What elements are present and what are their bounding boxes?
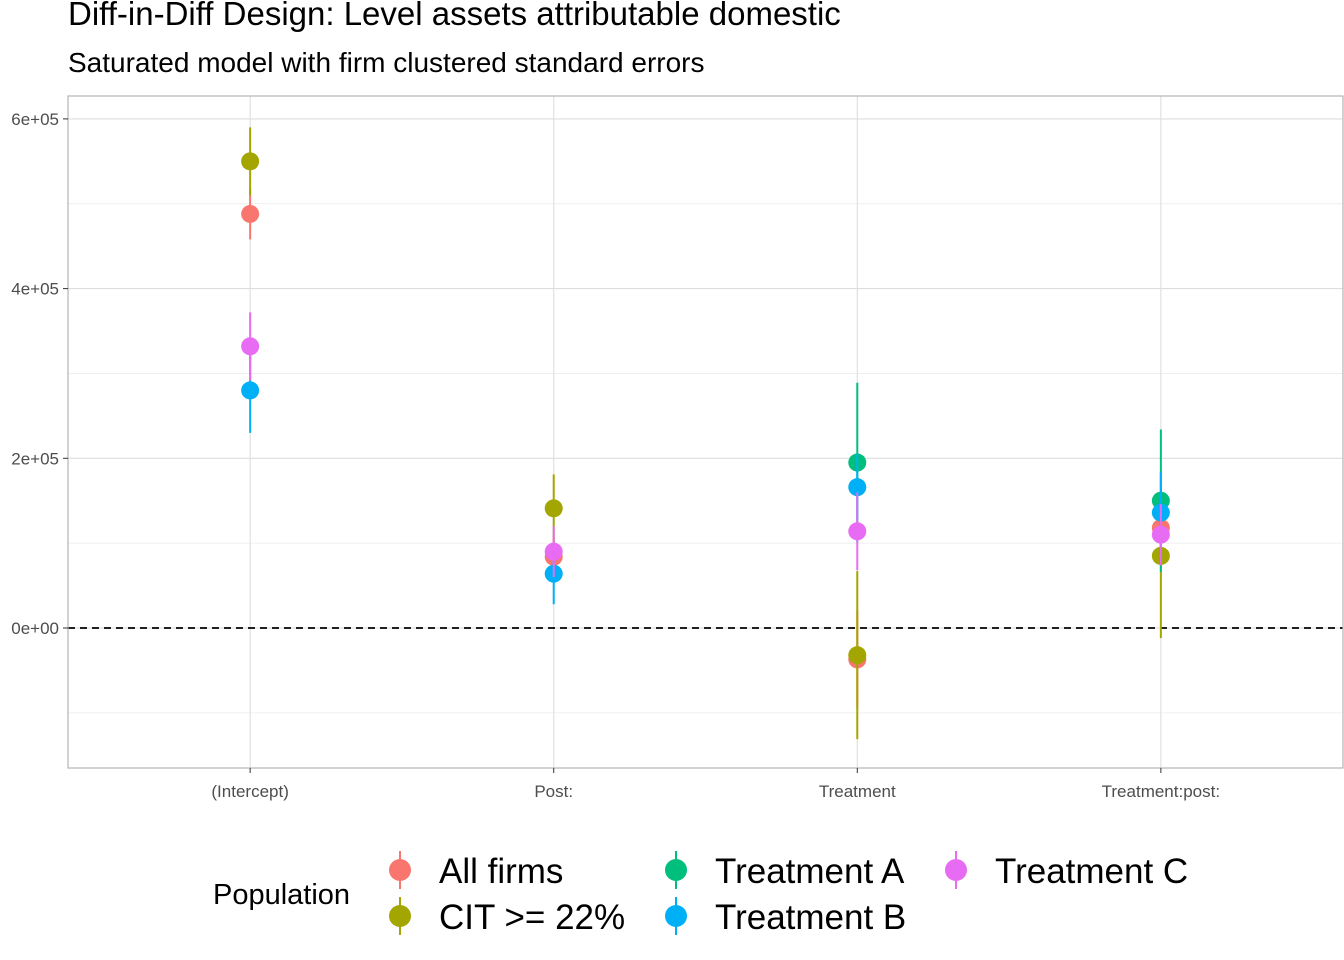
series-all-firms (241, 188, 1170, 709)
data-point (241, 337, 260, 356)
data-point (544, 542, 563, 561)
legend-key-point (665, 905, 687, 927)
data-layer (241, 127, 1170, 740)
series-treatment-b (241, 348, 1170, 605)
series-cit-22- (241, 127, 1170, 740)
series-treatment-a (848, 382, 1170, 572)
legend-item: Treatment B (665, 897, 906, 937)
grid-lines (68, 96, 1343, 768)
legend-label: Treatment C (995, 852, 1188, 891)
y-tick-label: 0e+00 (11, 619, 59, 638)
data-point (544, 499, 563, 518)
data-point (1151, 525, 1170, 544)
legend-key-point (665, 859, 687, 881)
chart-subtitle: Saturated model with firm clustered stan… (68, 47, 705, 78)
series-treatment-c (241, 312, 1170, 578)
y-tick-label: 4e+05 (11, 280, 59, 299)
y-tick-label: 6e+05 (11, 110, 59, 129)
legend-key-point (389, 905, 411, 927)
data-point (241, 381, 260, 400)
x-tick-label: Post: (534, 782, 573, 801)
y-tick-label: 2e+05 (11, 449, 59, 468)
panel-border (67, 95, 1344, 769)
legend-title: Population (213, 879, 350, 911)
chart-title: Diff-in-Diff Design: Level assets attrib… (68, 0, 841, 32)
x-tick-label: Treatment (819, 782, 896, 801)
x-tick-label: Treatment:post: (1102, 782, 1220, 801)
legend-label: Treatment B (715, 898, 906, 937)
data-point (848, 478, 867, 497)
data-point (848, 646, 867, 665)
legend-item: Treatment A (665, 851, 905, 891)
data-point (848, 522, 867, 541)
legend-item: All firms (389, 851, 563, 891)
x-tick-label: (Intercept) (211, 782, 288, 801)
axis-labels: 0e+00 2e+05 4e+05 6e+05 (Intercept) Post: Trea… (11, 110, 1220, 801)
legend-label: All firms (439, 852, 563, 891)
legend-label: Treatment A (715, 852, 905, 891)
legend-item: Treatment C (945, 851, 1188, 891)
legend-key-point (389, 859, 411, 881)
legend-item: CIT >= 22% (389, 897, 625, 937)
data-point (241, 204, 260, 223)
legend-key-point (945, 859, 967, 881)
legend: Population All firms CIT >= 22% Treatment A… (213, 851, 1188, 937)
legend-label: CIT >= 22% (439, 898, 625, 937)
data-point (241, 152, 260, 171)
